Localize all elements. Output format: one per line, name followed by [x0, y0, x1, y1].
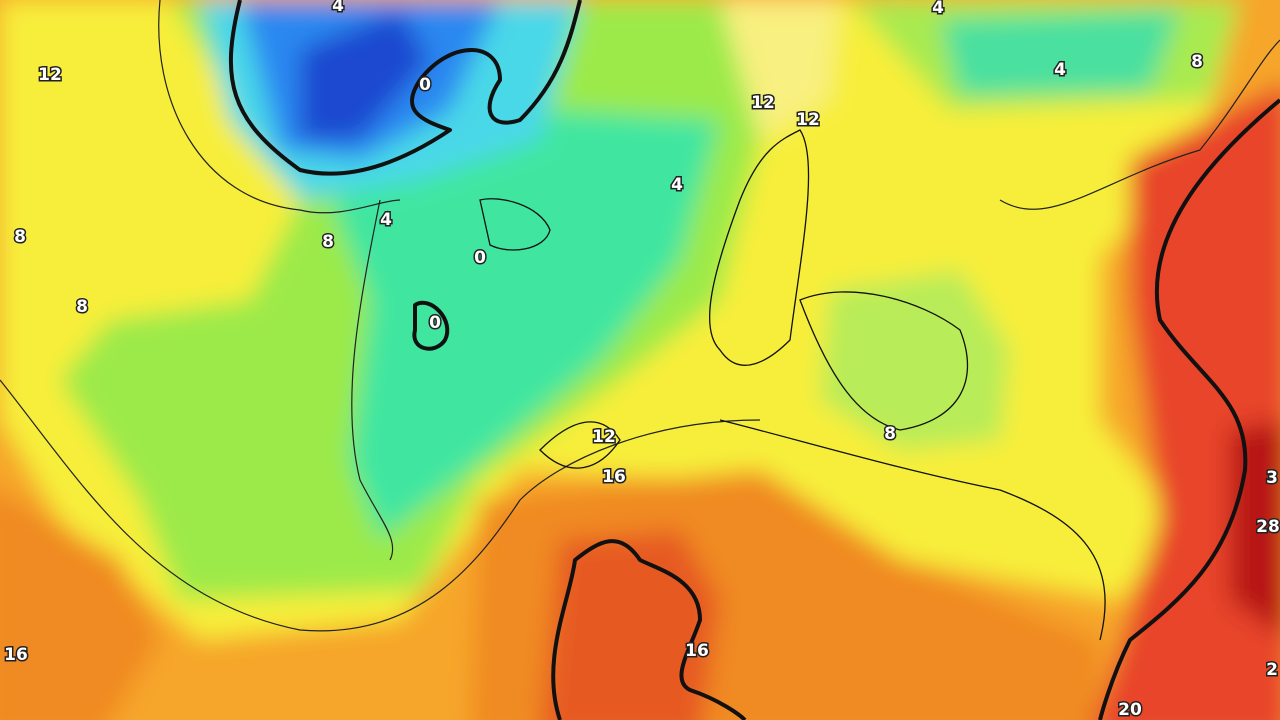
field-cyan-green: [330, 110, 720, 540]
field-orange-west: [0, 491, 160, 720]
contour-iberia: [551, 539, 747, 720]
contour-label: 28: [1256, 517, 1280, 537]
contour-zero: [228, 0, 582, 176]
contour-label: 16: [602, 467, 626, 487]
contour-label: 12: [751, 93, 775, 113]
contour-label: 16: [4, 645, 28, 665]
field-green-east: [820, 270, 1010, 450]
contour-label: 2: [1266, 660, 1278, 680]
contour-label: 8: [322, 232, 334, 252]
contour-label: 0: [429, 313, 441, 333]
contour-label: 20: [1118, 700, 1142, 720]
contour-label: 4: [380, 210, 392, 230]
contour-east: [1098, 98, 1280, 720]
field-dark-blue: [300, 10, 430, 140]
contour-label: 4: [671, 175, 683, 195]
contour-label: 0: [474, 248, 486, 268]
contour-label: 12: [38, 65, 62, 85]
contour-label: 8: [14, 227, 26, 247]
coastlines: [479, 129, 1106, 641]
contour-label: 4: [332, 0, 344, 16]
contour-four: [351, 199, 394, 561]
contour-twelve: [0, 379, 761, 632]
contour-label: 8: [884, 424, 896, 444]
field-cyan-ne: [940, 10, 1180, 95]
contour-label: 8: [76, 297, 88, 317]
contour-eight: [158, 0, 401, 214]
contour-labels: 4 12 0 4 4 8 12 12 4 8 8 4 0 8 0 12 8 16…: [3, 0, 1280, 720]
contour-label: 8: [1191, 52, 1203, 72]
contour-label: 12: [796, 110, 820, 130]
contour-zero-small: [412, 300, 450, 351]
contour-label: 0: [419, 75, 431, 95]
contour-eight-ne: [999, 39, 1280, 210]
contour-label: 3: [1266, 468, 1278, 488]
contour-label: 4: [1054, 60, 1066, 80]
contour-label: 12: [592, 427, 616, 447]
contour-label: 16: [685, 641, 709, 661]
contour-label: 4: [932, 0, 944, 18]
